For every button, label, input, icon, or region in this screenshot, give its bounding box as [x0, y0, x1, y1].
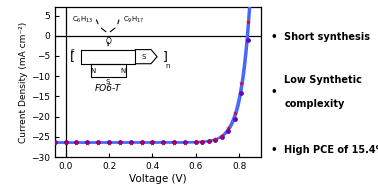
Point [206, 140, 212, 142]
Point [160, 141, 166, 144]
Point [251, 2, 257, 5]
Point [106, 141, 112, 144]
Point [225, 129, 231, 132]
Point [171, 141, 177, 144]
Point [117, 141, 123, 144]
Text: S: S [106, 79, 110, 85]
Point [245, 39, 251, 42]
Point [117, 141, 123, 144]
Y-axis label: Current Density (mA cm⁻²): Current Density (mA cm⁻²) [19, 22, 28, 143]
Point [238, 82, 244, 85]
Point [149, 141, 155, 144]
Text: FO6-T: FO6-T [95, 84, 121, 93]
Point [212, 138, 218, 141]
Point [219, 135, 225, 138]
Point [63, 141, 69, 144]
Text: complexity: complexity [284, 99, 345, 109]
Point [84, 141, 90, 144]
Point [160, 141, 166, 144]
Text: High PCE of 15.4%: High PCE of 15.4% [284, 145, 378, 155]
Text: $\mathregular{C_9H_{17}}$: $\mathregular{C_9H_{17}}$ [123, 15, 144, 25]
Point [149, 141, 155, 144]
Text: Short synthesis: Short synthesis [284, 32, 370, 42]
Text: F: F [71, 49, 75, 55]
Text: •: • [270, 87, 277, 97]
Text: O: O [105, 37, 111, 47]
Point [73, 141, 79, 144]
Point [138, 141, 144, 144]
Point [128, 141, 134, 144]
Point [171, 141, 177, 144]
Point [206, 140, 212, 143]
Point [84, 141, 90, 144]
X-axis label: Voltage (V): Voltage (V) [129, 174, 187, 184]
Text: n: n [166, 63, 170, 69]
Point [138, 141, 144, 144]
Point [128, 141, 134, 144]
Text: [: [ [70, 50, 75, 63]
Point [219, 134, 225, 137]
Point [52, 141, 58, 144]
Point [232, 117, 238, 120]
Point [199, 140, 205, 143]
Point [212, 138, 218, 141]
Point [95, 141, 101, 144]
Point [182, 141, 188, 144]
Text: Low Synthetic: Low Synthetic [284, 75, 362, 85]
Text: S: S [141, 54, 146, 60]
Text: N: N [121, 68, 126, 74]
Text: •: • [270, 145, 277, 155]
Point [238, 92, 244, 95]
Text: N: N [90, 68, 96, 74]
Point [95, 141, 101, 144]
Point [73, 141, 79, 144]
Point [199, 141, 205, 144]
Point [225, 127, 231, 130]
Point [232, 112, 238, 115]
Point [193, 141, 199, 144]
Text: $\mathregular{C_6H_{13}}$: $\mathregular{C_6H_{13}}$ [71, 15, 93, 25]
Point [52, 141, 58, 144]
Text: •: • [270, 32, 277, 42]
Point [182, 141, 188, 144]
Text: ]: ] [163, 50, 168, 63]
Point [251, 2, 257, 5]
Point [63, 141, 69, 144]
Point [106, 141, 112, 144]
Point [193, 140, 199, 143]
Point [245, 21, 251, 24]
